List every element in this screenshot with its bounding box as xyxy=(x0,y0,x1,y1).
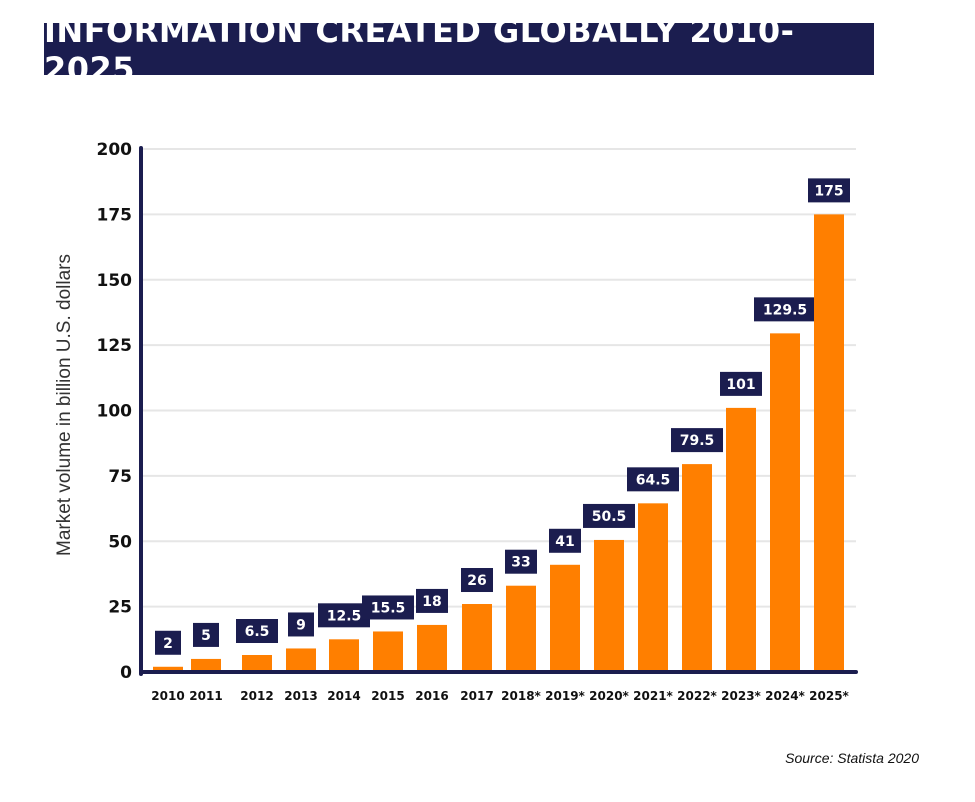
x-tick-label: 2019* xyxy=(545,689,585,703)
y-tick-label: 150 xyxy=(97,271,133,291)
data-label-box xyxy=(362,595,414,620)
x-tick-label: 2012 xyxy=(240,689,273,703)
data-label: 6.5 xyxy=(245,624,270,640)
x-tick-label: 2010 xyxy=(151,689,184,703)
bar xyxy=(462,604,492,672)
x-tick-label: 2023* xyxy=(721,689,761,703)
data-label-box xyxy=(720,371,762,396)
data-label: 2 xyxy=(163,636,173,652)
x-tick-label: 2011 xyxy=(189,689,222,703)
y-tick-label: 75 xyxy=(108,467,132,487)
y-tick-label: 0 xyxy=(120,663,132,683)
bar xyxy=(814,214,844,672)
data-label-box xyxy=(549,528,581,553)
data-label-box xyxy=(461,568,493,593)
data-label-box xyxy=(193,622,219,647)
bar xyxy=(153,666,183,672)
data-label: 12.5 xyxy=(327,608,362,624)
data-label-box xyxy=(671,428,723,453)
bar xyxy=(682,464,712,672)
data-label-box xyxy=(627,467,679,492)
y-tick-label: 50 xyxy=(108,532,132,552)
data-label-box xyxy=(318,603,370,628)
bar xyxy=(242,655,272,672)
y-tick-label: 100 xyxy=(97,402,133,422)
x-tick-label: 2015 xyxy=(371,689,404,703)
bar xyxy=(506,585,536,672)
bar xyxy=(594,539,624,672)
data-label: 101 xyxy=(726,377,755,393)
x-tick-label: 2020* xyxy=(589,689,629,703)
data-label: 64.5 xyxy=(636,472,671,488)
bar xyxy=(191,658,221,672)
data-label: 18 xyxy=(422,594,441,610)
data-label-box xyxy=(754,297,816,322)
x-tick-label: 2018* xyxy=(501,689,541,703)
data-label-box xyxy=(808,178,850,203)
data-label: 41 xyxy=(555,534,574,550)
data-label: 50.5 xyxy=(592,509,627,525)
bar xyxy=(373,631,403,672)
data-label-box xyxy=(505,549,537,574)
data-label: 15.5 xyxy=(371,600,406,616)
x-tick-label: 2021* xyxy=(633,689,673,703)
data-label: 79.5 xyxy=(680,433,715,449)
y-tick-label: 200 xyxy=(97,140,133,160)
source-note: Source: Statista 2020 xyxy=(785,750,919,766)
data-label-box xyxy=(583,503,635,528)
bar xyxy=(638,503,668,672)
bar xyxy=(417,624,447,672)
data-label-box xyxy=(416,588,448,613)
bar xyxy=(329,639,359,672)
x-tick-label: 2025* xyxy=(809,689,849,703)
x-tick-label: 2017 xyxy=(460,689,493,703)
x-tick-label: 2024* xyxy=(765,689,805,703)
bar xyxy=(550,564,580,672)
x-tick-label: 2022* xyxy=(677,689,717,703)
data-label: 5 xyxy=(201,628,211,644)
data-label: 175 xyxy=(814,183,843,199)
data-label-box xyxy=(288,612,314,637)
y-tick-label: 25 xyxy=(108,598,132,618)
data-label: 9 xyxy=(296,617,306,633)
x-tick-label: 2016 xyxy=(415,689,448,703)
bar xyxy=(286,648,316,672)
y-tick-label: 125 xyxy=(97,336,133,356)
data-label-box xyxy=(155,630,181,655)
data-label: 26 xyxy=(467,573,486,589)
data-label: 33 xyxy=(511,555,530,571)
x-tick-label: 2013 xyxy=(284,689,317,703)
bar xyxy=(726,407,756,672)
y-tick-label: 175 xyxy=(97,205,133,225)
x-tick-label: 2014 xyxy=(327,689,360,703)
data-label-box xyxy=(236,619,278,644)
bar xyxy=(770,333,800,672)
data-label: 129.5 xyxy=(763,302,807,318)
